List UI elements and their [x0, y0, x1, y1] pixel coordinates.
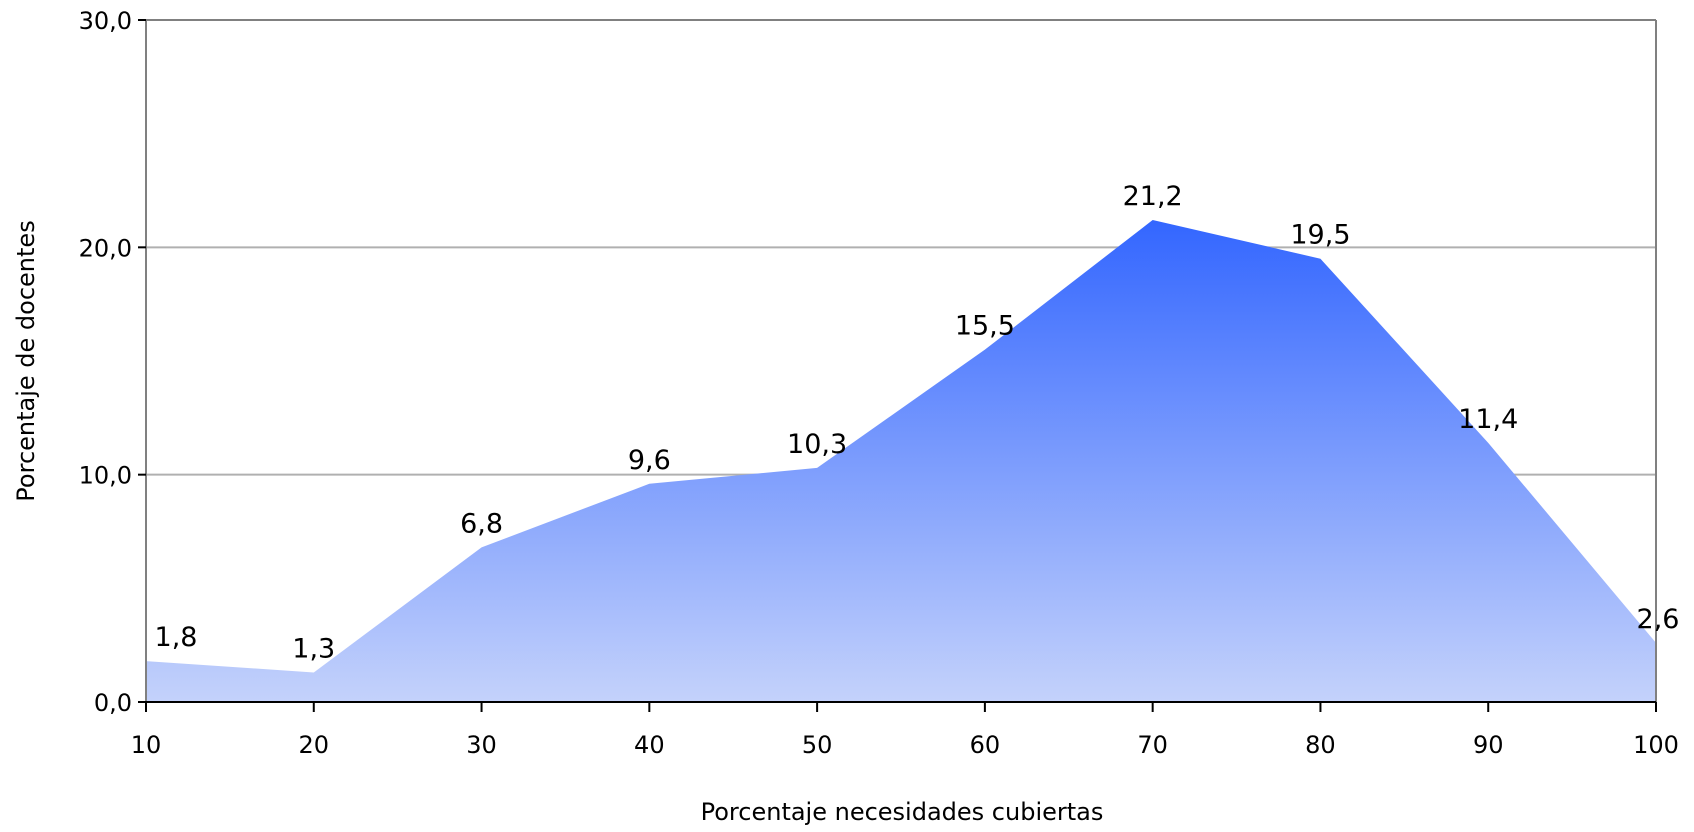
y-tick-label-1: 10,0: [79, 462, 132, 490]
y-tick-label-3: 30,0: [79, 7, 132, 35]
data-label-30: 6,8: [460, 508, 503, 539]
x-tick-label-1: 20: [299, 731, 330, 759]
data-label-80: 19,5: [1290, 220, 1350, 251]
x-tick-label-6: 70: [1137, 731, 1168, 759]
x-tick-label-8: 90: [1473, 731, 1504, 759]
x-axis-title: Porcentaje necesidades cubiertas: [701, 798, 1104, 826]
x-tick-label-7: 80: [1305, 731, 1336, 759]
axes: [138, 19, 1657, 712]
x-tick-labels: 10 20 30 40 50 60 70 80 90 100: [131, 731, 1679, 759]
data-label-40: 9,6: [628, 445, 671, 476]
x-tick-label-9: 100: [1633, 731, 1679, 759]
data-label-50: 10,3: [787, 429, 847, 460]
data-label-60: 15,5: [955, 311, 1015, 342]
x-tick-label-5: 60: [970, 731, 1001, 759]
y-tick-label-0: 0,0: [94, 689, 132, 717]
y-tick-labels: 0,0 10,0 20,0 30,0: [79, 7, 132, 717]
data-label-20: 1,3: [292, 633, 335, 664]
data-label-10: 1,8: [155, 622, 198, 653]
data-label-70: 21,2: [1123, 181, 1183, 212]
data-label-90: 11,4: [1458, 404, 1518, 435]
area-series: [146, 220, 1656, 702]
data-label-100: 2,6: [1637, 604, 1680, 635]
x-tick-label-2: 30: [466, 731, 497, 759]
x-tick-label-4: 50: [802, 731, 833, 759]
data-labels: 1,8 1,3 6,8 9,6 10,3 15,5 21,2 19,5 11,4 2,6: [155, 181, 1680, 664]
area-fill: [146, 220, 1656, 702]
y-tick-label-2: 20,0: [79, 234, 132, 262]
x-tick-label-0: 10: [131, 731, 162, 759]
y-axis-title: Porcentaje de docentes: [12, 220, 40, 501]
x-tick-label-3: 40: [634, 731, 665, 759]
